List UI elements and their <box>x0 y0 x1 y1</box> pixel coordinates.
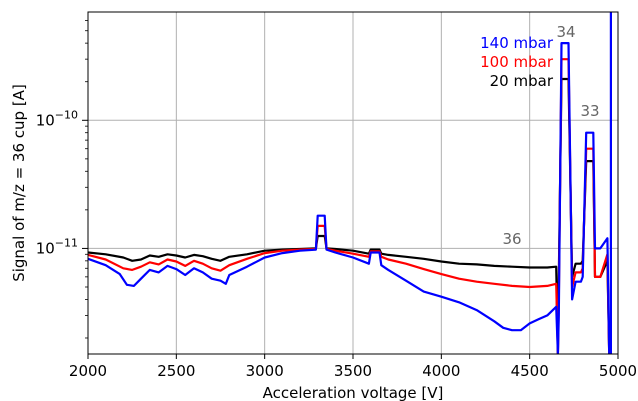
ticks: 2000 2500 3000 3500 4000 4500 5000 10−11 10−10 <box>36 20 637 380</box>
x-tick-label: 2000 <box>69 362 107 380</box>
x-tick-label: 4500 <box>511 362 549 380</box>
peak-label-33: 33 <box>580 102 599 120</box>
x-tick-label: 2500 <box>157 362 195 380</box>
series-line-3 <box>88 12 612 354</box>
legend-entry: 140 mbar <box>480 34 554 52</box>
x-tick-label: 5000 <box>599 362 637 380</box>
x-tick-label: 3500 <box>334 362 372 380</box>
x-tick-label: 3000 <box>246 362 284 380</box>
y-tick-label: 10−11 <box>36 236 78 257</box>
legend-entry: 100 mbar <box>480 53 554 71</box>
x-tick-label: 4000 <box>422 362 460 380</box>
peak-label-36: 36 <box>502 230 521 248</box>
peak-label-34: 34 <box>556 23 575 41</box>
series-layer <box>88 12 612 354</box>
x-axis-label: Acceleration voltage [V] <box>263 384 444 401</box>
y-axis-label: Signal of m/z = 36 cup [A] <box>10 84 28 282</box>
series-line-2 <box>88 58 611 354</box>
legend-entry: 20 mbar <box>490 72 554 90</box>
y-tick-label: 10−10 <box>36 108 78 129</box>
